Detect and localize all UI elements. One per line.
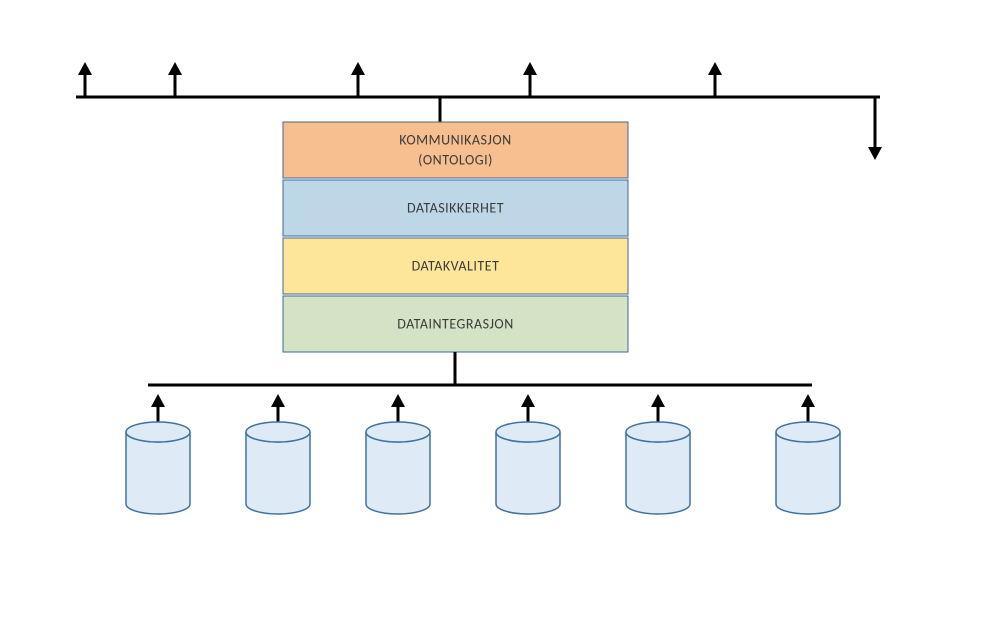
database-cylinder [126,422,190,514]
layer-box: KOMMUNIKASJON (ONTOLOGI) [283,122,628,178]
database-cylinder [366,422,430,514]
database-cylinder [626,422,690,514]
database-cylinder [496,422,560,514]
layer-label: KOMMUNIKASJON [399,131,511,148]
database-cylinder [246,422,310,514]
layer-box: DATAKVALITET [283,238,628,294]
layer-label: DATASIKKERHET [407,199,504,216]
layer-box: DATAINTEGRASJON [283,296,628,352]
layer-label: (ONTOLOGI) [418,151,493,168]
database-cylinder [776,422,840,514]
layer-box: DATASIKKERHET [283,180,628,236]
architecture-diagram: KOMMUNIKASJON (ONTOLOGI) DATASIKKERHET DATA… [0,0,995,625]
layer-label: DATAKVALITET [412,257,500,274]
layer-label: DATAINTEGRASJON [397,315,513,332]
